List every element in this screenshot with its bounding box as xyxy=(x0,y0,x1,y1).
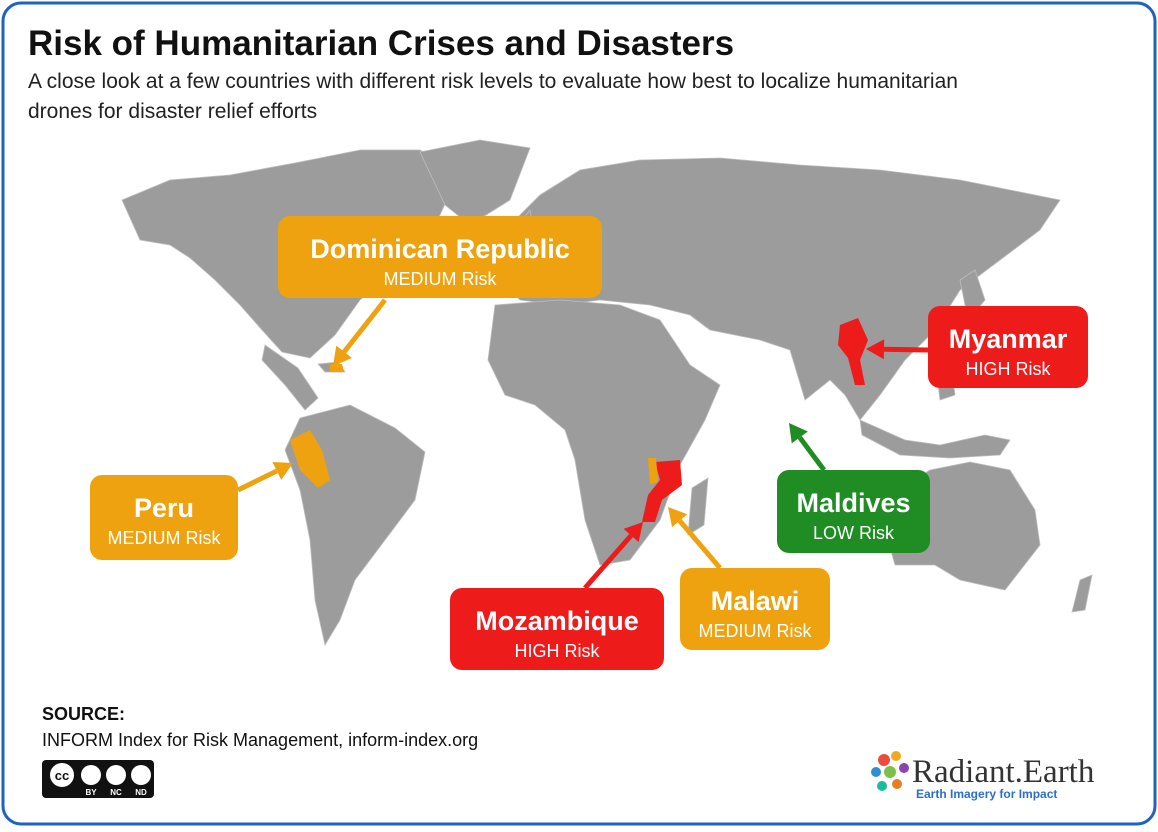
source-label: SOURCE: xyxy=(42,704,125,724)
arrow-head xyxy=(789,423,808,444)
callout-box xyxy=(777,470,930,553)
arrow-head xyxy=(272,461,293,480)
eurasia xyxy=(499,157,1061,421)
logo-tagline: Earth Imagery for Impact xyxy=(916,787,1057,801)
logo-name: Radiant.Earth xyxy=(912,754,1095,790)
risk-level: MEDIUM Risk xyxy=(108,528,222,548)
mozambique-shape xyxy=(642,460,682,522)
logo-dot xyxy=(877,781,887,791)
badge-icon xyxy=(106,765,126,785)
logo-dot xyxy=(899,763,909,773)
country-name: Malawi xyxy=(711,586,800,616)
world-map xyxy=(121,139,1093,647)
callout-box xyxy=(680,568,830,650)
badge-icon xyxy=(81,765,101,785)
logo-dot xyxy=(891,751,901,761)
peru-shape xyxy=(290,430,330,488)
badge-text: cc xyxy=(55,768,69,783)
country-name: Dominican Republic xyxy=(310,234,570,264)
arrow-head xyxy=(866,339,885,360)
country-name: Mozambique xyxy=(475,606,639,636)
arrow-shaft xyxy=(236,468,278,493)
arrow-head xyxy=(668,507,688,528)
arrow-shaft xyxy=(883,346,929,353)
malawi-shape xyxy=(648,458,658,484)
risk-level: HIGH Risk xyxy=(515,641,601,661)
callout-box xyxy=(90,475,238,560)
risk-level: HIGH Risk xyxy=(966,359,1052,379)
title: Risk of Humanitarian Crises and Disaster… xyxy=(28,24,734,63)
callout-box xyxy=(450,588,664,670)
new-zealand xyxy=(1071,574,1093,613)
badge-term: ND xyxy=(135,788,147,797)
risk-level: MEDIUM Risk xyxy=(699,621,813,641)
indonesia xyxy=(859,419,1011,459)
greenland xyxy=(419,139,531,226)
callout-box xyxy=(928,306,1088,388)
logo-dot xyxy=(892,779,902,789)
arrow-head xyxy=(333,345,352,366)
badge-term: BY xyxy=(85,788,97,797)
arrow-head xyxy=(623,522,643,543)
country-name: Peru xyxy=(134,493,194,523)
source-text: INFORM Index for Risk Management, inform… xyxy=(42,730,478,750)
license-badge: cc BY NC ND xyxy=(42,760,154,798)
callouts: Dominican Republic MEDIUM Risk Myanmar HIGH… xyxy=(90,216,1088,670)
badge-circle xyxy=(48,761,76,789)
risk-level: MEDIUM Risk xyxy=(384,269,498,289)
arrow-shaft xyxy=(677,519,722,570)
badge-icon xyxy=(131,765,151,785)
arrow-shaft xyxy=(797,435,827,472)
madagascar xyxy=(687,477,709,536)
risk-level: LOW Risk xyxy=(813,523,895,543)
subtitle: A close look at a few countries with dif… xyxy=(28,70,958,93)
logo-dot xyxy=(871,767,881,777)
logo-dot xyxy=(878,754,890,766)
myanmar-shape xyxy=(838,318,868,385)
dominican-republic-shape xyxy=(330,364,344,372)
country-name: Maldives xyxy=(796,488,910,518)
arrow-shaft xyxy=(342,298,387,354)
subtitle: drones for disaster relief efforts xyxy=(28,100,317,123)
badge-term: NC xyxy=(110,788,122,797)
country-name: Myanmar xyxy=(949,324,1068,354)
arrow-shaft xyxy=(583,533,633,590)
logo: Radiant.Earth Earth Imagery for Impact xyxy=(871,751,1095,801)
logo-dot xyxy=(884,766,896,778)
callout-box xyxy=(278,216,602,298)
central-america xyxy=(261,344,319,411)
